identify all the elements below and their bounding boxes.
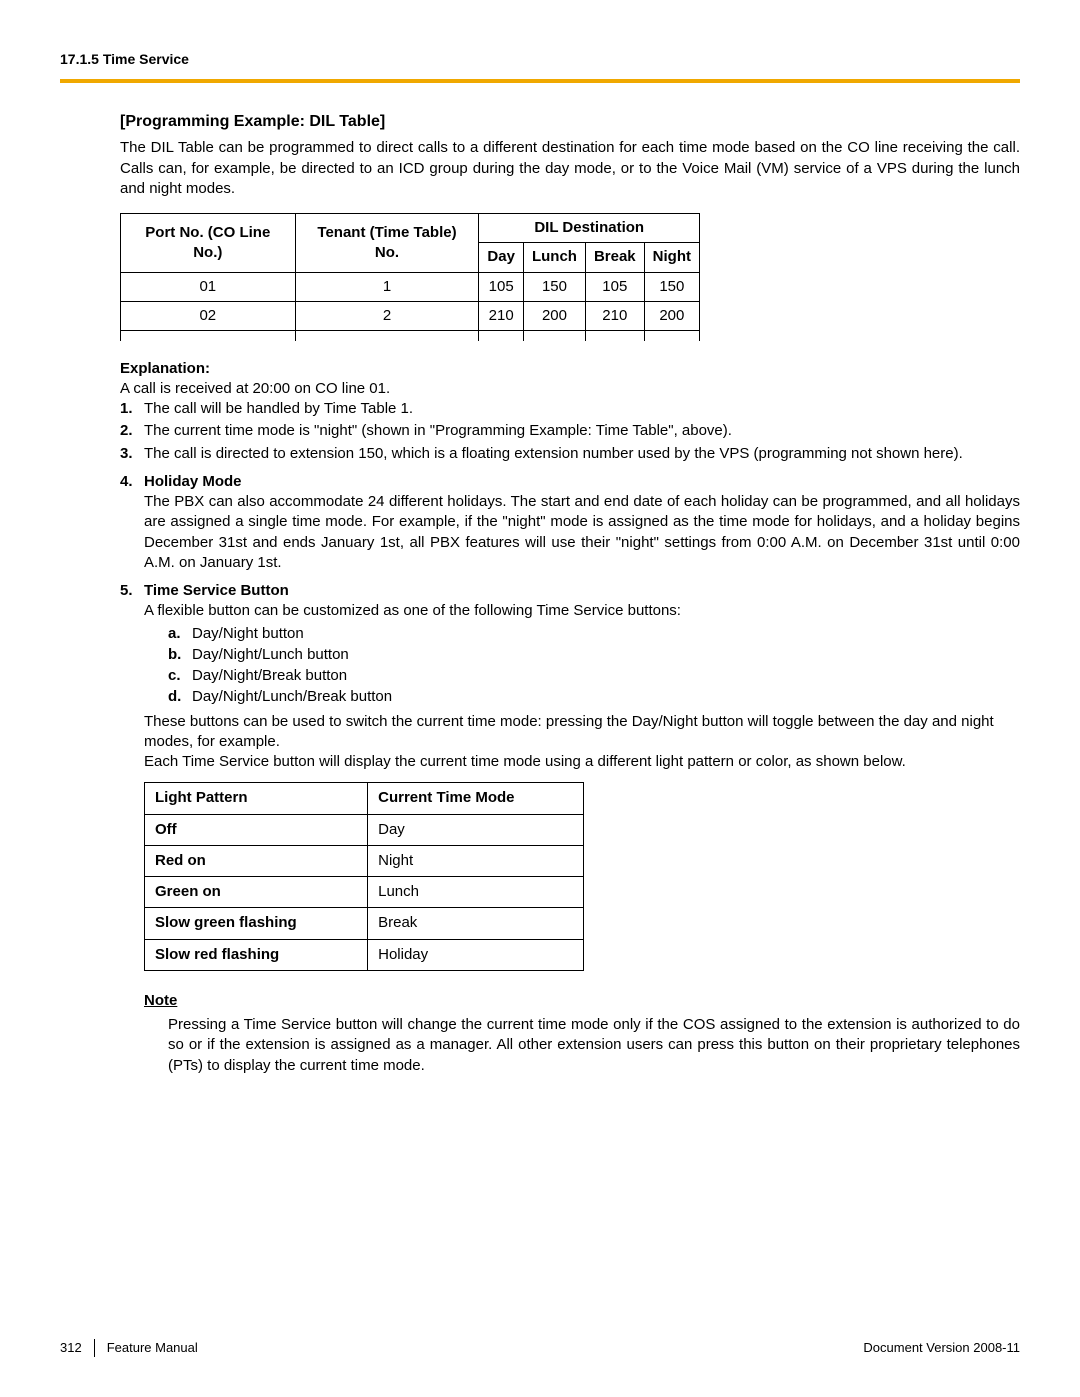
- opt-text: Day/Night button: [192, 624, 304, 644]
- footer-page-number: 312: [60, 1339, 95, 1357]
- holiday-section: 4. Holiday Mode The PBX can also accommo…: [120, 472, 1020, 573]
- dil-cell: 105: [479, 272, 524, 301]
- explanation-item: The call is directed to extension 150, w…: [144, 444, 1020, 464]
- explanation-item: The current time mode is "night" (shown …: [144, 421, 1020, 441]
- header-section-label: 17.1.5 Time Service: [60, 50, 1020, 69]
- light-cell: Break: [368, 908, 584, 939]
- dil-cell: 150: [644, 272, 699, 301]
- dil-sub-lunch: Lunch: [523, 243, 585, 272]
- dil-row: 01 1 105 150 105 150: [121, 272, 700, 301]
- dil-cell: 210: [479, 301, 524, 330]
- dil-col-tenant: Tenant (Time Table) No.: [295, 214, 479, 273]
- dil-cell: 02: [121, 301, 296, 330]
- tsbutton-after2: Each Time Service button will display th…: [144, 752, 1020, 772]
- explanation-block: Explanation: A call is received at 20:00…: [120, 359, 1020, 464]
- holiday-body: The PBX can also accommodate 24 differen…: [144, 492, 1020, 573]
- dil-cell: 2: [295, 301, 479, 330]
- section-title: [Programming Example: DIL Table]: [120, 111, 1020, 133]
- opt-letter: a.: [168, 624, 192, 644]
- tsbutton-title: Time Service Button: [144, 582, 289, 599]
- dil-cell: 210: [585, 301, 644, 330]
- light-pattern-table: Light Pattern Current Time Mode OffDay R…: [144, 782, 584, 971]
- dil-cell: 01: [121, 272, 296, 301]
- note-label: Note: [144, 991, 1020, 1011]
- dil-col-port: Port No. (CO Line No.): [121, 214, 296, 273]
- dil-sub-day: Day: [479, 243, 524, 272]
- dil-cell: 150: [523, 272, 585, 301]
- light-cell: Day: [368, 814, 584, 845]
- opt-letter: d.: [168, 687, 192, 707]
- light-cell: Red on: [145, 845, 368, 876]
- explanation-label: Explanation:: [120, 359, 1020, 379]
- tsbutton-section: 5. Time Service Button A flexible button…: [120, 581, 1020, 1076]
- light-cell: Slow green flashing: [145, 908, 368, 939]
- tsbutton-lead: A flexible button can be customized as o…: [144, 602, 681, 619]
- light-cell: Off: [145, 814, 368, 845]
- tsbutton-after1: These buttons can be used to switch the …: [144, 712, 1020, 753]
- holiday-title: Holiday Mode: [144, 473, 242, 490]
- opt-text: Day/Night/Lunch button: [192, 645, 349, 665]
- opt-letter: c.: [168, 666, 192, 686]
- explanation-lead: A call is received at 20:00 on CO line 0…: [120, 379, 1020, 399]
- intro-paragraph: The DIL Table can be programmed to direc…: [120, 138, 1020, 199]
- dil-sub-night: Night: [644, 243, 699, 272]
- note-body: Pressing a Time Service button will chan…: [144, 1015, 1020, 1076]
- light-header-mode: Current Time Mode: [368, 783, 584, 814]
- dil-col-destination: DIL Destination: [479, 214, 700, 243]
- dil-partial-row: [121, 331, 700, 341]
- dil-sub-break: Break: [585, 243, 644, 272]
- light-cell: Night: [368, 845, 584, 876]
- header-rule: [60, 79, 1020, 83]
- light-cell: Lunch: [368, 877, 584, 908]
- main-content: [Programming Example: DIL Table] The DIL…: [60, 111, 1020, 1076]
- dil-table: Port No. (CO Line No.) Tenant (Time Tabl…: [120, 213, 700, 341]
- light-header-pattern: Light Pattern: [145, 783, 368, 814]
- holiday-num: 4.: [120, 472, 144, 573]
- dil-cell: 105: [585, 272, 644, 301]
- footer-manual-name: Feature Manual: [107, 1339, 198, 1357]
- dil-row: 02 2 210 200 210 200: [121, 301, 700, 330]
- explanation-list: 1.The call will be handled by Time Table…: [120, 399, 1020, 464]
- light-cell: Holiday: [368, 939, 584, 970]
- light-cell: Green on: [145, 877, 368, 908]
- tsbutton-options: a.Day/Night button b.Day/Night/Lunch but…: [144, 624, 1020, 708]
- opt-letter: b.: [168, 645, 192, 665]
- footer-doc-version: Document Version 2008-11: [863, 1339, 1020, 1357]
- dil-cell: 200: [523, 301, 585, 330]
- opt-text: Day/Night/Lunch/Break button: [192, 687, 392, 707]
- opt-text: Day/Night/Break button: [192, 666, 347, 686]
- explanation-item: The call will be handled by Time Table 1…: [144, 399, 1020, 419]
- dil-cell: 200: [644, 301, 699, 330]
- light-cell: Slow red flashing: [145, 939, 368, 970]
- page-footer: 312 Feature Manual Document Version 2008…: [60, 1339, 1020, 1357]
- dil-cell: 1: [295, 272, 479, 301]
- tsbutton-num: 5.: [120, 581, 144, 1076]
